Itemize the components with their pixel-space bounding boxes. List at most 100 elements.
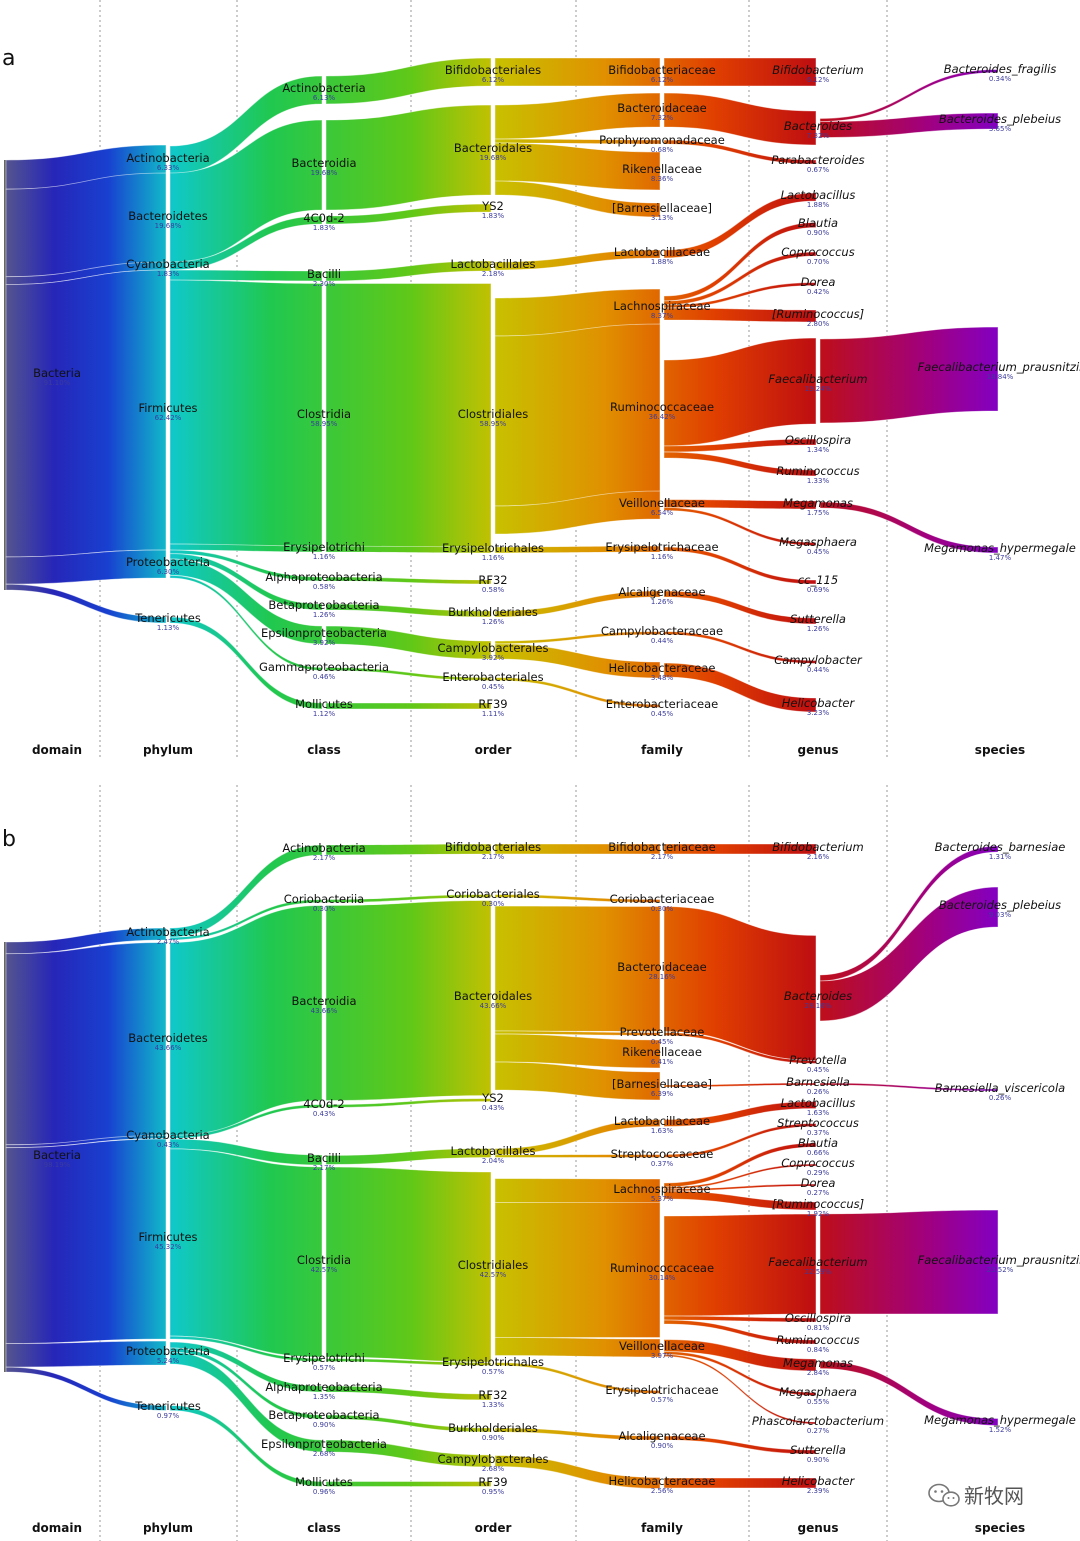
node-label-a-rf32: RF32 [478, 573, 507, 587]
flow-b-epsilon-to-b-campylo-o [325, 1439, 492, 1468]
node-percent-a-megamonas: 1.75% [807, 509, 830, 517]
node-label-a-bacteroidaceae: Bacteroidaceae [617, 101, 706, 115]
node-percent-a-proteo: 6.30% [157, 568, 180, 576]
level-label-order: order [475, 743, 512, 757]
flow-b-prevo-f-to-b-prevo-g [663, 1032, 817, 1064]
node-label-a-clostridia: Clostridia [297, 407, 351, 421]
flow-b-clostridiales-to-b-veillon [494, 1337, 661, 1358]
node-percent-a-mhyper: 1.47% [989, 554, 1012, 562]
flow-a-4c0d2-to-a-ys2 [325, 203, 492, 225]
node-percent-a-firmicutes: 62.42% [155, 414, 182, 422]
node-label-b-corio-o: Coriobacteriales [446, 887, 540, 901]
node-percent-b-veillon: 3.97% [651, 1352, 674, 1360]
node-label-b-prevo-f: Prevotellaceae [620, 1025, 705, 1039]
flow-a-bacilli-to-a-lacto-o [325, 260, 492, 282]
node-percent-a-lacto-f: 1.88% [651, 258, 674, 266]
flow-a-teneri-to-a-mollicutes [169, 616, 323, 710]
node-label-b-bacteroidetes: Bacteroidetes [128, 1031, 208, 1045]
flow-b-rumino-f-to-b-faecali [663, 1213, 817, 1317]
node-label-b-oscillo: Oscillospira [785, 1311, 851, 1325]
node-percent-b-bplebeius: 9.03% [989, 911, 1012, 919]
node-label-a-coproc: Coprococcus [781, 245, 854, 259]
node-label-b-bacteroidaceae: Bacteroidaceae [617, 960, 706, 974]
level-label-family: family [641, 1521, 683, 1535]
node-percent-b-clostridiales: 42.57% [480, 1271, 507, 1279]
flow-a-rumino-f-to-a-faecali [663, 337, 817, 447]
node-percent-a-bacteria: 91.10% [44, 379, 71, 387]
node-label-b-barnes-g: Barnesiella [786, 1075, 850, 1089]
level-label-order: order [475, 1521, 512, 1535]
node-percent-a-sutter: 1.26% [807, 625, 830, 633]
flow-a-lacto-o-to-a-lacto-f [494, 249, 661, 271]
node-percent-b-lachno: 5.37% [651, 1195, 674, 1203]
node-percent-b-corio-f: 0.30% [651, 905, 674, 913]
node-label-b-clostridia: Clostridia [297, 1253, 351, 1267]
node-label-a-bacilli: Bacilli [307, 267, 341, 281]
flow-a-entero-o-to-a-entero-f [494, 677, 661, 708]
node-label-a-lacto-g: Lactobacillus [781, 188, 856, 202]
flow-b-lachno-to-b-blautia [663, 1142, 817, 1188]
node-label-b-actino-p: Actinobacteria [126, 925, 209, 939]
node-percent-b-erysipelo-o: 0.57% [482, 1368, 505, 1376]
node-percent-a-parabact: 0.67% [807, 166, 830, 174]
flow-b-bacteroidaceae-to-b-bacteroides [663, 906, 817, 1061]
node-percent-a-alcalig: 1.26% [651, 598, 674, 606]
flow-b-actino-c-to-b-bifido-o [325, 843, 492, 856]
node-percent-b-fprau: 23.52% [987, 1266, 1014, 1274]
node-percent-a-teneri: 1.13% [157, 624, 180, 632]
flow-a-lachno-to-a-blautia [663, 222, 817, 302]
node-label-a-campylo-o: Campylobacterales [438, 641, 549, 655]
watermark: 新牧网 [928, 1483, 1024, 1508]
node-percent-b-bacteroidetes: 43.66% [155, 1044, 182, 1052]
node-label-b-megamonas: Megamonas [783, 1356, 853, 1370]
node-percent-b-clostridia: 42.57% [311, 1266, 338, 1274]
flow-a-gamma-to-a-entero-o [325, 667, 492, 681]
node-label-b-prevo-g: Prevotella [789, 1053, 847, 1067]
node-percent-b-actino-c: 2.17% [313, 854, 336, 862]
flow-b-bacteroidetes-to-b-bacteroidia [169, 905, 323, 1138]
flow-a-bacteroides-to-a-bplebeius [819, 112, 999, 138]
node-label-b-bifido-g: Bifidobacterium [772, 840, 864, 854]
node-label-a-megasph: Megasphaera [779, 535, 857, 549]
node-percent-a-dorea: 0.42% [807, 288, 830, 296]
node-percent-a-entero-f: 0.45% [651, 710, 674, 718]
node-label-b-burkhold: Burkholderiales [448, 1421, 538, 1435]
node-label-b-sutter: Sutterella [790, 1443, 846, 1457]
node-label-a-burkhold: Burkholderiales [448, 605, 538, 619]
flow-b-corio-c-to-b-corio-o [325, 894, 492, 903]
flow-a-bacteroides-to-a-bfragilis [819, 69, 999, 122]
node-percent-b-faecali: 22.59% [805, 1268, 832, 1276]
node-label-b-rumino-f: Ruminococcaceae [610, 1261, 714, 1275]
node-label-b-actino-c: Actinobacteria [282, 841, 365, 855]
flow-a-bacteroidaceae-to-a-bacteroides [663, 92, 817, 146]
node-label-a-lacto-o: Lactobacillales [451, 257, 536, 271]
flow-b-burkhold-to-b-alcalig [494, 1427, 661, 1441]
node-label-b-strepto-g: Streptococcus [777, 1116, 859, 1130]
flow-a-lacto-f-to-a-lacto-g [663, 192, 817, 259]
node-percent-b-actino-p: 2.47% [157, 938, 180, 946]
node-label-a-alpha: Alphaproteobacteria [265, 570, 382, 584]
node-percent-a-helico-f: 3.48% [651, 674, 674, 682]
flow-b-megamonas-to-b-mhyper [819, 1361, 999, 1426]
node-label-a-bacteroides: Bacteroides [784, 119, 852, 133]
node-label-b-mhyper: Megamonas_hypermegale [924, 1413, 1076, 1427]
node-label-a-bifido-o: Bifidobacteriales [445, 63, 541, 77]
flow-b-veillon-to-b-megamonas [663, 1339, 817, 1372]
node-label-b-barnes-f: [Barnesiellaceae] [612, 1077, 712, 1091]
node-label-b-coproc: Coprococcus [781, 1156, 854, 1170]
node-percent-a-rf32: 0.58% [482, 586, 505, 594]
node-percent-a-erysipelo-f: 1.16% [651, 553, 674, 561]
node-percent-b-helico-f: 2.56% [651, 1487, 674, 1495]
flow-b-cyano-to-b-4c0d2 [169, 1104, 323, 1139]
node-percent-b-bacilli: 2.17% [313, 1164, 336, 1172]
node-label-b-erysipelo-o: Erysipelotrichales [442, 1355, 544, 1369]
node-label-b-mollicutes: Mollicutes [295, 1475, 353, 1489]
node-percent-a-porphyro: 0.68% [651, 146, 674, 154]
flow-a-bifido-o-to-a-bifido-f [494, 57, 661, 87]
node-label-a-firmicutes: Firmicutes [138, 401, 197, 415]
node-percent-b-oscillo: 0.81% [807, 1324, 830, 1332]
flow-a-cyano-to-a-4c0d2 [169, 215, 323, 271]
node-label-a-lachno: Lachnospiraceae [613, 299, 710, 313]
flow-b-actino-p-to-b-actino-c [169, 844, 323, 938]
